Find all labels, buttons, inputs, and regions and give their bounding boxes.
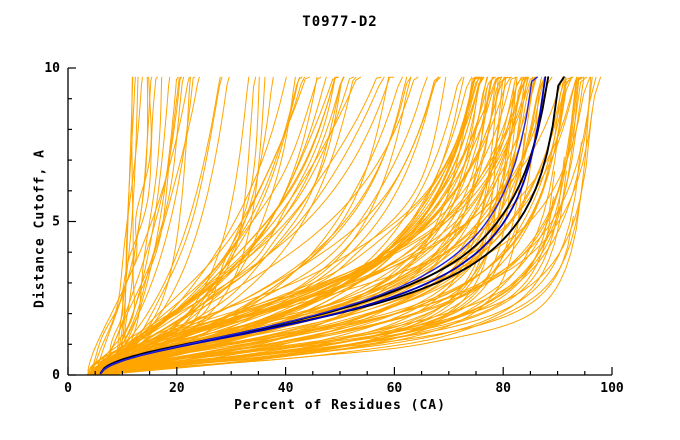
x-axis-label: Percent of Residues (CA) — [234, 398, 446, 413]
x-tick-label: 80 — [495, 381, 511, 396]
y-tick-label: 0 — [52, 368, 60, 383]
chart-title: T0977-D2 — [302, 14, 378, 30]
y-tick-label: 10 — [44, 61, 60, 76]
x-tick-label: 100 — [600, 381, 624, 396]
x-tick-label: 40 — [278, 381, 294, 396]
x-tick-label: 0 — [64, 381, 72, 396]
x-tick-label: 60 — [387, 381, 403, 396]
y-tick-label: 5 — [52, 215, 60, 230]
x-tick-label: 20 — [169, 381, 185, 396]
